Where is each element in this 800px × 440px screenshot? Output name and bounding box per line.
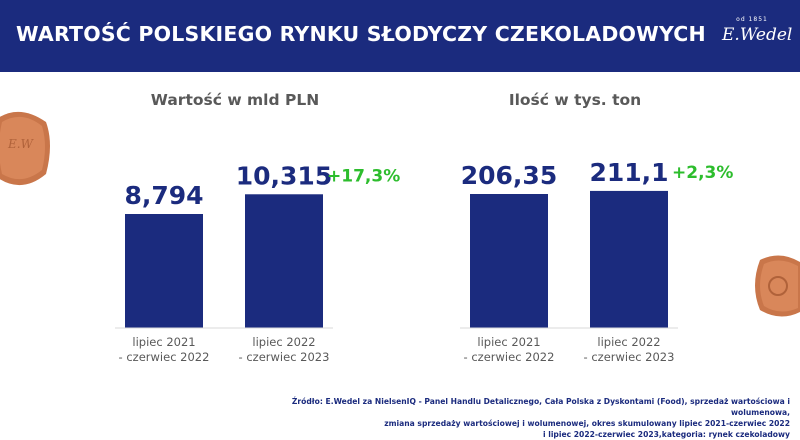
category-label: - czerwiec 2022 (119, 350, 210, 364)
value-label: 211,1 (589, 158, 668, 187)
svg-text:E.W: E.W (7, 137, 35, 151)
category-label: lipiec 2021 (132, 335, 195, 349)
growth-label: +17,3% (327, 166, 400, 186)
value-label: 8,794 (124, 181, 203, 210)
chocolate-piece-right-icon (755, 255, 800, 317)
source-line: Źródło: E.Wedel za NielsenIQ - Panel Han… (291, 397, 790, 417)
category-label: - czerwiec 2022 (464, 350, 555, 364)
wedel-logo: od 1851 E.Wedel (722, 12, 793, 60)
bar (245, 194, 323, 328)
logo-since: od 1851 (736, 16, 768, 23)
category-label: - czerwiec 2023 (584, 350, 675, 364)
bar (590, 190, 668, 328)
bar (125, 214, 203, 328)
chart2-title: Ilość w tys. ton (508, 91, 642, 109)
bar (470, 194, 548, 328)
header-bar: WARTOŚĆ POLSKIEGO RYNKU SŁODYCZY CZEKOLA… (0, 0, 800, 72)
category-label: lipiec 2022 (597, 335, 660, 349)
source-note: Źródło: E.Wedel za NielsenIQ - Panel Han… (270, 396, 790, 440)
page-title: WARTOŚĆ POLSKIEGO RYNKU SŁODYCZY CZEKOLA… (16, 22, 706, 46)
chocolate-piece-left-icon: E.W (0, 112, 50, 185)
category-label: lipiec 2022 (252, 335, 315, 349)
value-label: 10,315 (236, 161, 332, 190)
category-label: - czerwiec 2023 (239, 350, 330, 364)
chart1-title: Wartość w mld PLN (150, 91, 320, 109)
value-label: 206,35 (461, 161, 557, 190)
growth-label: +2,3% (672, 163, 733, 183)
logo-text: E.Wedel (722, 25, 793, 45)
source-line: zmiana sprzedaży wartościowej i wolumeno… (384, 419, 790, 428)
category-label: lipiec 2021 (477, 335, 540, 349)
